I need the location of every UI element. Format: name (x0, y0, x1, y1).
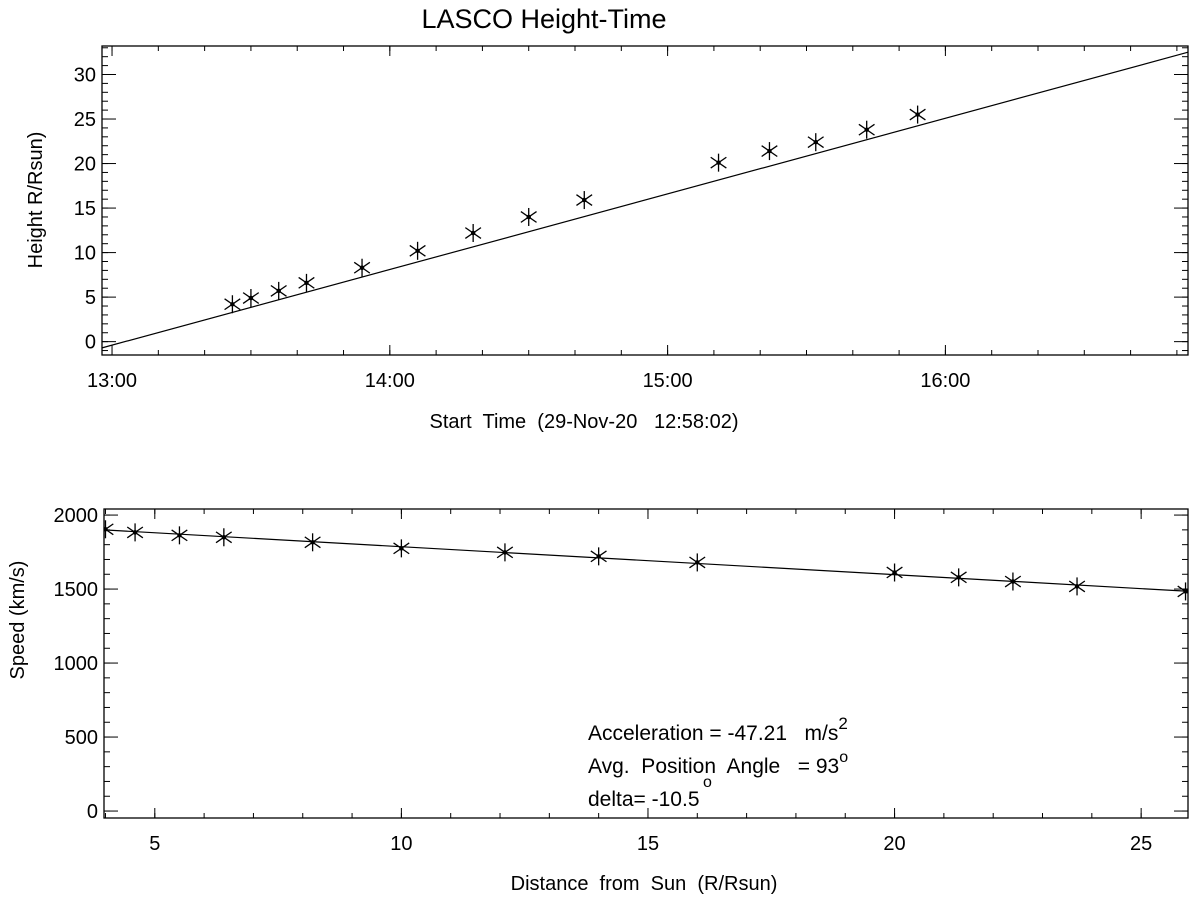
height-time-plot: 13:00 14:00 15:00 16:00 0 5 10 15 20 25 30 (74, 45, 1189, 392)
asterisk-center (304, 280, 309, 286)
data-point-asterisk (353, 258, 371, 277)
data-point-asterisk (858, 120, 875, 139)
y-tick-label: 5 (85, 287, 96, 309)
data-point-asterisk (689, 553, 706, 572)
acceleration-annotation: Acceleration = -47.21 m/s (588, 722, 838, 745)
asterisk-center (230, 301, 235, 307)
data-point-asterisk (710, 153, 727, 172)
asterisk-center (716, 160, 721, 165)
asterisk-center (132, 530, 138, 535)
data-point-asterisk (270, 281, 287, 300)
height-time-ylabel: Height R/Rsun) (25, 132, 47, 269)
y-tick-label: 1500 (54, 579, 99, 601)
data-point-asterisk (590, 547, 607, 566)
y-tick-label: 20 (74, 154, 96, 176)
x-tick-label: 10 (390, 833, 412, 855)
data-point-asterisk (1004, 572, 1022, 591)
asterisk-center (1010, 579, 1016, 584)
asterisk-center (915, 112, 920, 117)
x-tick-label: 25 (1130, 833, 1152, 855)
position-angle-superscript: o (839, 749, 848, 766)
data-point-asterisk (950, 568, 967, 587)
asterisk-center (104, 527, 108, 532)
y-tick-label: 25 (74, 109, 96, 131)
chart-title: LASCO Height-Time (421, 4, 666, 34)
x-tick-label: 13:00 (87, 370, 137, 392)
speed-distance-xlabel: Distance from Sun (R/Rsun) (511, 873, 778, 895)
asterisk-center (582, 197, 587, 203)
data-point-asterisk (1177, 582, 1188, 601)
data-point-asterisk (104, 520, 114, 539)
asterisk-center (248, 295, 254, 301)
y-tick-label: 2000 (54, 505, 99, 527)
y-tick-label: 1000 (54, 653, 99, 675)
asterisk-center (813, 139, 819, 145)
y-tick-label: 10 (74, 243, 96, 265)
asterisk-center (310, 540, 315, 545)
x-tick-label: 20 (883, 833, 905, 855)
x-tick-label: 16:00 (920, 370, 970, 392)
delta-superscript: o (703, 774, 712, 791)
fit-line (101, 51, 1189, 349)
y-tick-label: 0 (85, 332, 96, 354)
asterisk-center (596, 554, 601, 559)
data-point-asterisk (886, 563, 903, 582)
data-point-asterisk (126, 523, 144, 542)
asterisk-center (956, 575, 961, 580)
asterisk-center (276, 288, 281, 294)
data-point-asterisk (496, 543, 514, 562)
asterisk-center (470, 230, 476, 236)
data-point-asterisk (393, 539, 410, 558)
fit-line (103, 529, 1189, 592)
asterisk-center (892, 570, 897, 575)
y-tick-label: 15 (74, 198, 96, 220)
y-tick-label: 500 (65, 727, 98, 749)
asterisk-center (359, 265, 365, 270)
asterisk-center (695, 560, 700, 565)
speed-distance-ylabel: Speed (km/s) (7, 561, 29, 680)
data-point-asterisk (224, 295, 241, 314)
position-angle-annotation: Avg. Position Angle = 93 (588, 755, 839, 778)
data-point-asterisk (520, 207, 537, 226)
data-point-asterisk (215, 528, 233, 547)
annotations: Acceleration = -47.21 m/s2 Avg. Position… (588, 714, 848, 811)
acceleration-superscript: 2 (838, 714, 847, 733)
x-tick-label: 14:00 (365, 370, 415, 392)
y-tick-label: 0 (87, 801, 98, 823)
data-point-asterisk (171, 526, 188, 545)
speed-distance-plot: 5 10 15 20 25 0 500 1000 1500 2000 (54, 505, 1189, 855)
x-tick-label: 5 (149, 833, 160, 855)
delta-annotation: delta= -10.5 (588, 788, 700, 811)
asterisk-center (864, 127, 869, 132)
data-point-asterisk (242, 289, 260, 308)
data-point-asterisk (304, 533, 321, 552)
asterisk-center (415, 248, 420, 254)
x-tick-label: 15 (637, 833, 659, 855)
asterisk-center (767, 148, 772, 154)
asterisk-center (1183, 589, 1188, 594)
asterisk-center (502, 550, 508, 555)
svg-text:Acceleration = -47.21 m/s2: Acceleration = -47.21 m/s2 (588, 714, 848, 745)
asterisk-center (221, 535, 227, 540)
height-time-xlabel: Start Time (29-Nov-20 12:58:02) (429, 411, 738, 433)
plot-frame (101, 45, 1189, 356)
y-tick-label: 30 (74, 64, 96, 86)
data-point-asterisk (576, 191, 593, 210)
asterisk-center (399, 546, 404, 551)
svg-text:Avg. Position Angle = 93o: Avg. Position Angle = 93o (588, 749, 848, 778)
asterisk-center (1074, 584, 1080, 589)
x-tick-label: 15:00 (643, 370, 693, 392)
data-point-asterisk (761, 142, 778, 161)
asterisk-center (526, 214, 531, 220)
data-point-asterisk (909, 105, 926, 124)
data-point-asterisk (298, 273, 315, 292)
data-point-asterisk (807, 133, 824, 152)
data-point-asterisk (409, 241, 426, 260)
data-point-asterisk (1068, 577, 1086, 596)
asterisk-center (177, 533, 182, 538)
data-point-asterisk (464, 224, 482, 243)
